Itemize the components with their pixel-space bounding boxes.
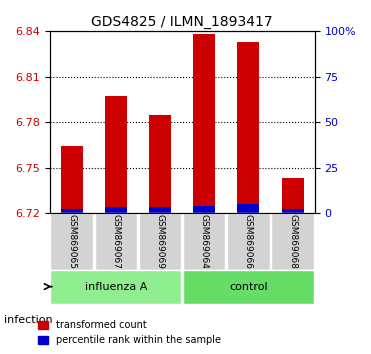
Bar [60, 146, 83, 213]
Bar [237, 204, 259, 213]
Text: GSM869067: GSM869067 [111, 214, 120, 269]
FancyBboxPatch shape [227, 213, 270, 270]
Bar [149, 207, 171, 213]
Bar [282, 178, 303, 213]
Bar [149, 115, 171, 213]
Bar [282, 209, 303, 213]
FancyBboxPatch shape [183, 270, 314, 304]
Bar [105, 207, 127, 213]
Bar [105, 96, 127, 213]
Text: GSM869069: GSM869069 [155, 214, 164, 269]
Text: GSM869064: GSM869064 [200, 214, 209, 269]
Text: control: control [229, 281, 268, 292]
Legend: transformed count, percentile rank within the sample: transformed count, percentile rank withi… [35, 316, 225, 349]
Bar [60, 209, 83, 213]
Text: GSM869068: GSM869068 [288, 214, 297, 269]
Bar [193, 206, 215, 213]
FancyBboxPatch shape [50, 213, 93, 270]
FancyBboxPatch shape [95, 213, 137, 270]
FancyBboxPatch shape [139, 213, 181, 270]
FancyBboxPatch shape [50, 270, 181, 304]
Text: infection: infection [4, 315, 52, 325]
FancyBboxPatch shape [183, 213, 226, 270]
FancyBboxPatch shape [271, 213, 314, 270]
Bar [237, 42, 259, 213]
Text: GSM869066: GSM869066 [244, 214, 253, 269]
Text: GSM869065: GSM869065 [67, 214, 76, 269]
Title: GDS4825 / ILMN_1893417: GDS4825 / ILMN_1893417 [91, 15, 273, 29]
Bar [193, 34, 215, 213]
Text: influenza A: influenza A [85, 281, 147, 292]
